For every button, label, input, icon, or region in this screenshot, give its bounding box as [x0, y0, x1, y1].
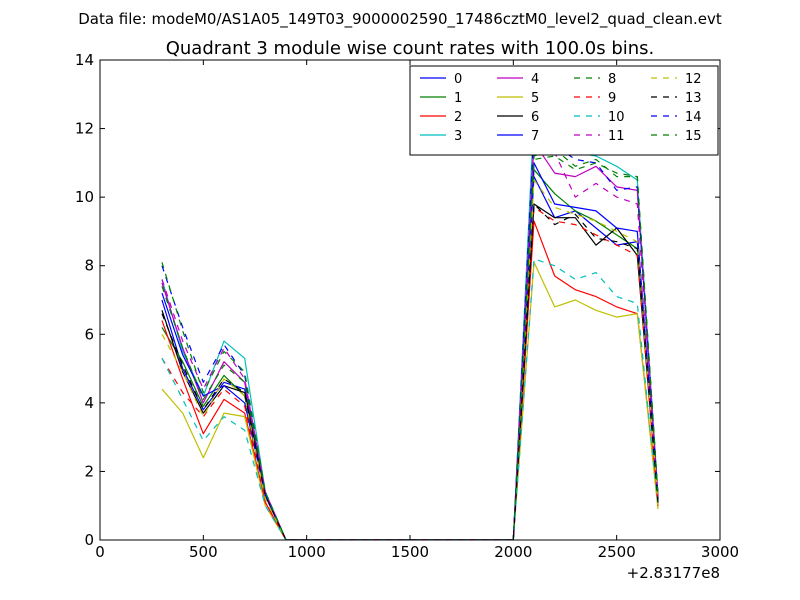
legend-label-14: 14 — [685, 110, 702, 125]
series-line-5 — [161, 261, 659, 540]
legend-label-0: 0 — [454, 72, 462, 87]
y-tick-label: 0 — [84, 531, 94, 549]
y-tick-label: 12 — [75, 120, 94, 138]
y-tick-label: 10 — [75, 188, 94, 206]
series-line-14 — [161, 128, 659, 540]
series-line-9 — [161, 206, 659, 540]
legend-label-5: 5 — [531, 91, 539, 106]
data-file-suptitle: Data file: modeM0/AS1A05_149T03_90000025… — [78, 10, 722, 29]
legend-box — [409, 65, 719, 156]
series-line-4 — [161, 141, 659, 540]
series-line-2 — [161, 220, 659, 540]
series-line-13 — [161, 203, 659, 540]
x-tick-label: 0 — [95, 543, 105, 561]
x-tick-label: 3000 — [701, 543, 739, 561]
legend-label-9: 9 — [608, 91, 616, 106]
chart-title: Quadrant 3 module wise count rates with … — [166, 38, 655, 59]
legend-label-1: 1 — [454, 91, 462, 106]
legend-label-6: 6 — [531, 110, 539, 125]
series-line-10 — [161, 258, 659, 540]
legend-label-11: 11 — [608, 129, 625, 144]
legend-label-2: 2 — [454, 110, 462, 125]
series-line-7 — [161, 162, 659, 540]
legend-label-7: 7 — [531, 129, 539, 144]
series-line-6 — [161, 203, 659, 540]
series-line-12 — [161, 179, 659, 540]
x-tick-label: 1000 — [288, 543, 326, 561]
legend-label-15: 15 — [685, 129, 702, 144]
legend-label-3: 3 — [454, 129, 462, 144]
series-line-15 — [161, 155, 659, 540]
series-line-1 — [161, 169, 659, 540]
y-tick-label: 4 — [84, 394, 94, 412]
x-tick-label: 1500 — [391, 543, 429, 561]
x-offset-label: +2.83177e8 — [627, 564, 720, 582]
x-tick-label: 2500 — [598, 543, 636, 561]
legend-label-8: 8 — [608, 72, 616, 87]
x-tick-label: 2000 — [494, 543, 532, 561]
legend-label-13: 13 — [685, 91, 702, 106]
x-tick-label: 500 — [189, 543, 218, 561]
legend-label-10: 10 — [608, 110, 625, 125]
series-line-3 — [161, 114, 659, 540]
series-line-8 — [161, 148, 659, 540]
legend-label-4: 4 — [531, 72, 539, 87]
series-line-0 — [161, 176, 659, 540]
y-tick-label: 6 — [84, 325, 94, 343]
legend-label-12: 12 — [685, 72, 702, 87]
plot-area — [161, 114, 659, 540]
series-line-11 — [161, 138, 659, 540]
y-tick-label: 8 — [84, 257, 94, 275]
y-tick-label: 2 — [84, 462, 94, 480]
y-tick-label: 14 — [75, 51, 94, 69]
